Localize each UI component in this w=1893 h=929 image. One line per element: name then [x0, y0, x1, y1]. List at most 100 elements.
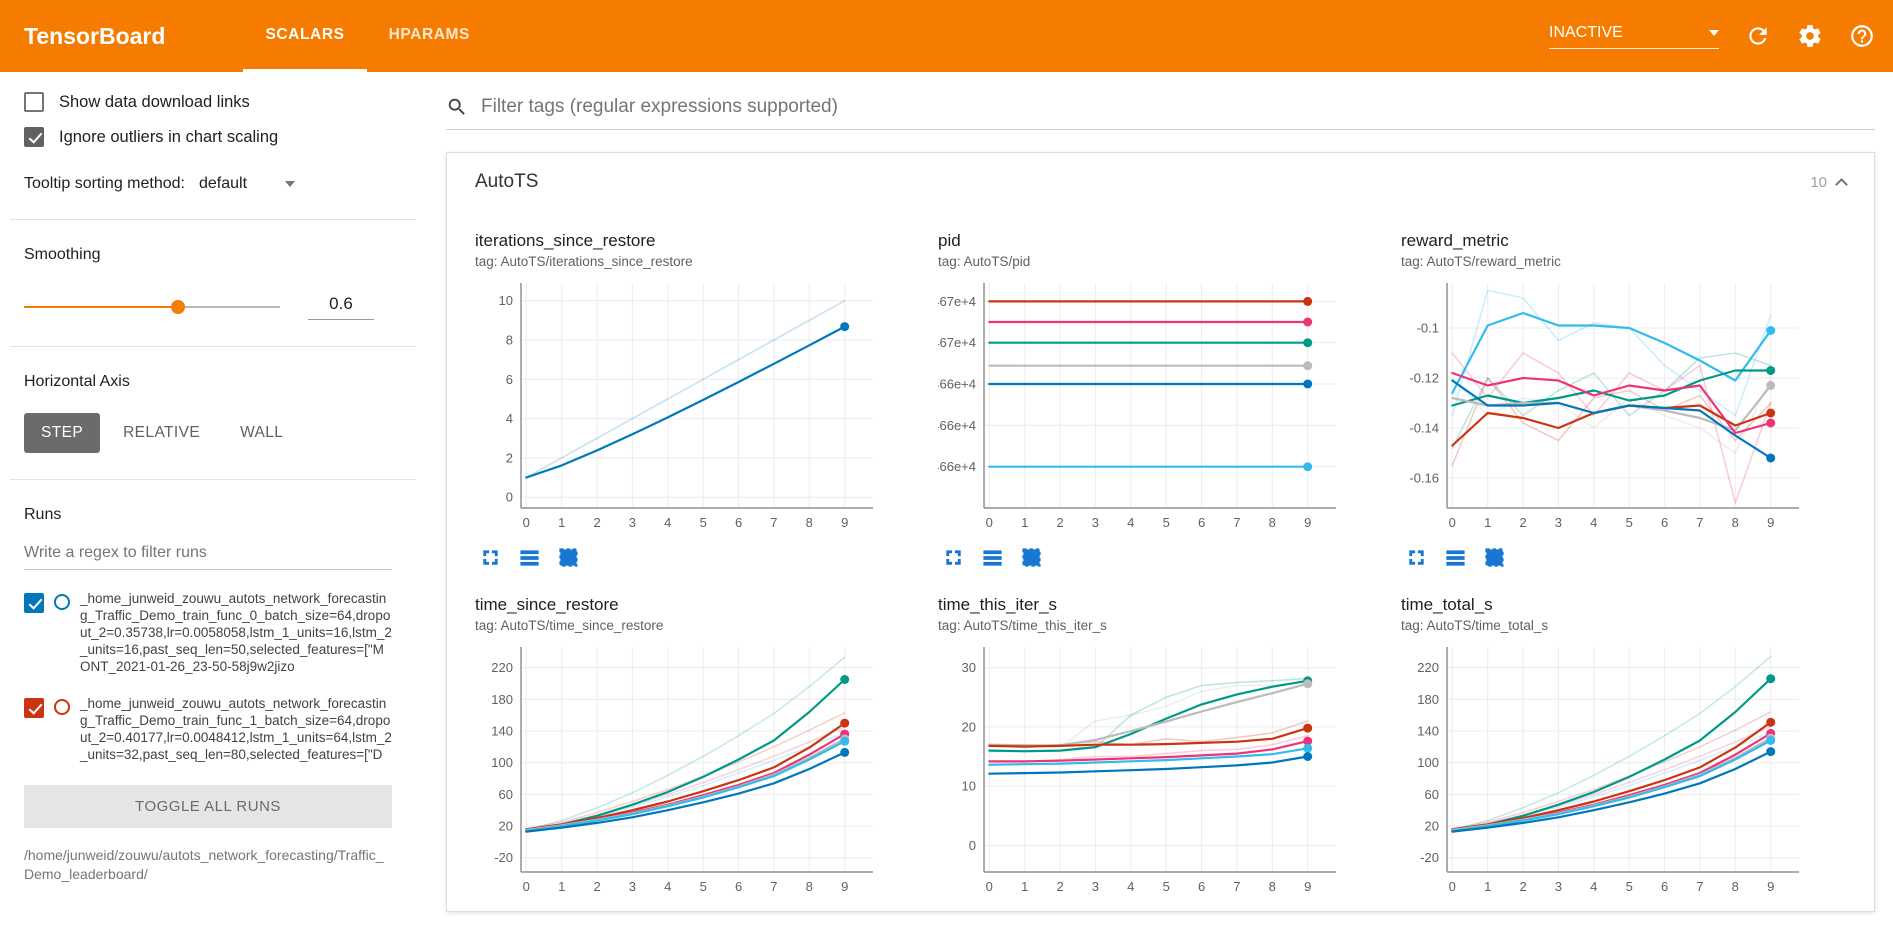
chart-card: time_this_iter_s tag: AutoTS/time_this_i… [938, 595, 1383, 911]
tab-scalars[interactable]: SCALARS [243, 0, 367, 72]
svg-text:0: 0 [523, 515, 530, 530]
autots-section-card: AutoTS 10 iterations_since_restore tag: … [446, 152, 1875, 912]
svg-text:5: 5 [700, 515, 707, 530]
axis-step-button[interactable]: STEP [24, 413, 101, 453]
runs-filter-input[interactable] [24, 536, 392, 570]
chart-card: reward_metric tag: AutoTS/reward_metric … [1401, 231, 1846, 569]
run-radio[interactable] [54, 594, 70, 610]
data-table-icon[interactable] [518, 546, 541, 569]
fit-domain-icon[interactable] [1483, 546, 1506, 569]
run-list: _home_junweid_zouwu_autots_network_forec… [24, 590, 392, 763]
show-download-links-row[interactable]: Show data download links [24, 92, 392, 112]
tooltip-sorting-dropdown[interactable]: default [198, 175, 296, 193]
status-value: INACTIVE [1549, 23, 1623, 41]
svg-text:5: 5 [700, 879, 707, 894]
run-checkbox[interactable] [24, 698, 44, 718]
fit-domain-icon[interactable] [1020, 910, 1043, 911]
expand-chart-icon[interactable] [479, 910, 502, 911]
data-table-icon[interactable] [1444, 546, 1467, 569]
svg-text:100: 100 [491, 755, 513, 770]
svg-text:2: 2 [1056, 879, 1063, 894]
ignore-outliers-row[interactable]: Ignore outliers in chart scaling [24, 127, 392, 147]
help-icon[interactable] [1849, 23, 1875, 49]
expand-chart-icon[interactable] [479, 546, 502, 569]
svg-text:0: 0 [969, 838, 976, 853]
svg-text:6: 6 [1661, 879, 1668, 894]
svg-text:-0.14: -0.14 [1409, 421, 1439, 436]
data-status-dropdown[interactable]: INACTIVE [1549, 24, 1719, 49]
expand-chart-icon[interactable] [1405, 546, 1428, 569]
svg-text:7: 7 [770, 515, 777, 530]
data-table-icon[interactable] [981, 546, 1004, 569]
chart-title: iterations_since_restore [475, 231, 656, 250]
svg-text:1: 1 [1021, 879, 1028, 894]
svg-text:140: 140 [491, 724, 513, 739]
tooltip-sorting-row: Tooltip sorting method: default [24, 175, 392, 193]
svg-text:-0.16: -0.16 [1409, 471, 1439, 486]
line-chart-svg[interactable]: 0 1 2 3 4 5 6 7 8 9 -20 20 60 100 140 180 220 [1401, 637, 1811, 902]
filter-tags-input[interactable] [481, 96, 1875, 118]
chevron-down-icon [1709, 29, 1719, 36]
svg-text:220: 220 [1417, 660, 1439, 675]
svg-text:0: 0 [986, 515, 993, 530]
toggle-all-runs-button[interactable]: TOGGLE ALL RUNS [24, 785, 392, 828]
line-chart-svg[interactable]: 0 1 2 3 4 5 6 7 8 9 -0.1 -0.12 -0.14 -0.16 [1401, 273, 1811, 538]
chart-toolbar [1401, 546, 1846, 569]
svg-text:4: 4 [664, 879, 671, 894]
svg-text:5: 5 [1626, 879, 1633, 894]
tab-hparams[interactable]: HPARAMS [388, 25, 470, 43]
svg-text:9: 9 [1767, 879, 1774, 894]
fit-domain-icon[interactable] [557, 546, 580, 569]
collapse-section-icon[interactable] [1835, 178, 1848, 191]
smoothing-slider-thumb[interactable] [170, 300, 185, 314]
expand-chart-icon[interactable] [1405, 910, 1428, 911]
axis-wall-button[interactable]: WALL [223, 413, 300, 453]
svg-text:5: 5 [1163, 879, 1170, 894]
run-checkbox[interactable] [24, 593, 44, 613]
svg-text:100: 100 [1417, 755, 1439, 770]
svg-text:8: 8 [1732, 879, 1739, 894]
data-table-icon[interactable] [981, 910, 1004, 911]
refresh-icon[interactable] [1745, 23, 1771, 49]
axis-relative-button[interactable]: RELATIVE [106, 413, 217, 453]
show-download-links-label: Show data download links [59, 92, 250, 111]
svg-text:1: 1 [558, 879, 565, 894]
tab-bar: SCALARS HPARAMS [243, 0, 492, 72]
run-radio[interactable] [54, 699, 70, 715]
chart-toolbar [938, 910, 1383, 911]
svg-text:8: 8 [506, 333, 513, 348]
tooltip-sorting-value: default [198, 175, 248, 192]
line-chart-svg[interactable]: 0 1 2 3 4 5 6 7 8 9 -20 20 60 100 140 180 220 [475, 637, 885, 902]
svg-text:180: 180 [1417, 692, 1439, 707]
expand-chart-icon[interactable] [942, 546, 965, 569]
data-table-icon[interactable] [518, 910, 541, 911]
chart-title: time_since_restore [475, 595, 619, 614]
section-header[interactable]: AutoTS 10 [447, 153, 1874, 211]
smoothing-row: 0.6 [24, 294, 392, 320]
svg-text:9: 9 [1304, 879, 1311, 894]
ignore-outliers-label: Ignore outliers in chart scaling [59, 127, 279, 146]
line-chart-svg[interactable]: 0 1 2 3 4 5 6 7 8 9 0 2 4 6 8 10 [475, 273, 885, 538]
fit-domain-icon[interactable] [1483, 910, 1506, 911]
fit-domain-icon[interactable] [1020, 546, 1043, 569]
svg-text:0: 0 [986, 879, 993, 894]
svg-text:-0.12: -0.12 [1409, 371, 1439, 386]
ignore-outliers-checkbox[interactable] [24, 127, 44, 147]
show-download-links-checkbox[interactable] [24, 92, 44, 112]
data-table-icon[interactable] [1444, 910, 1467, 911]
line-chart-svg[interactable]: 0 1 2 3 4 5 6 7 8 9 0 10 20 30 [938, 637, 1348, 902]
svg-text:3: 3 [1092, 515, 1099, 530]
settings-gear-icon[interactable] [1797, 23, 1823, 49]
chart-plot: 0 1 2 3 4 5 6 7 8 9 -20 20 60 100 140 180 220 [475, 637, 920, 907]
smoothing-slider[interactable] [24, 300, 280, 314]
expand-chart-icon[interactable] [942, 910, 965, 911]
svg-text:7: 7 [1233, 879, 1240, 894]
svg-text:60: 60 [1425, 787, 1439, 802]
smoothing-value-input[interactable]: 0.6 [308, 294, 374, 320]
svg-text:-20: -20 [494, 850, 513, 865]
svg-text:7: 7 [1696, 515, 1703, 530]
fit-domain-icon[interactable] [557, 910, 580, 911]
